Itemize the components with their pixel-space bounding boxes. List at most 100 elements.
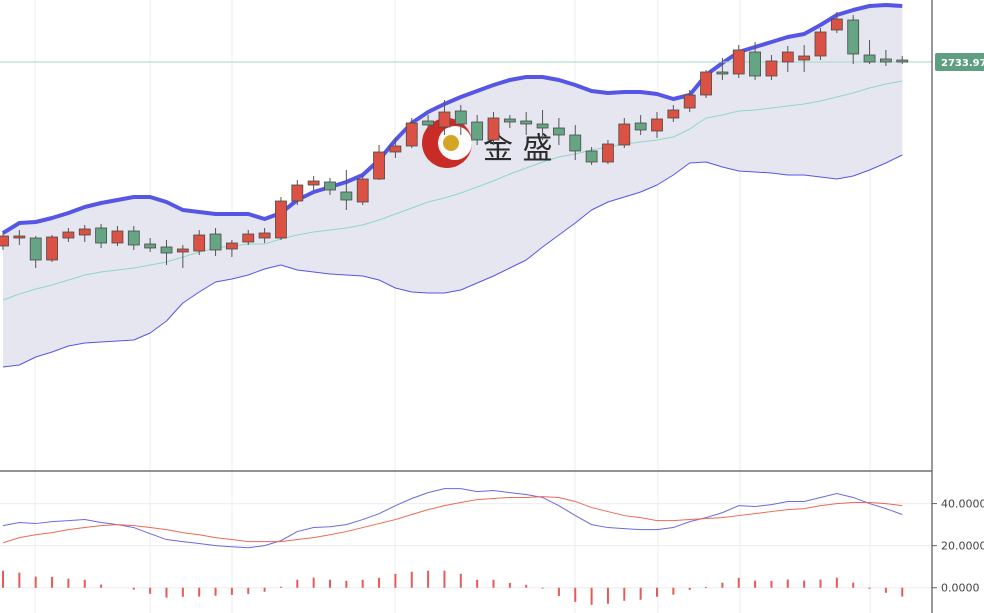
candle-body	[340, 191, 353, 201]
histogram-bar	[181, 587, 184, 597]
candle-body	[275, 200, 287, 239]
candle-body	[176, 248, 189, 253]
histogram-bar	[868, 587, 871, 589]
band-lower	[2, 154, 903, 368]
price-label: 2733.970	[941, 58, 984, 69]
candle-body	[634, 122, 647, 131]
histogram-bar	[737, 577, 740, 588]
candle-body	[78, 228, 91, 236]
candle-body	[896, 59, 909, 63]
histogram-bar	[394, 573, 397, 588]
candle-body	[258, 232, 271, 239]
band-upper	[1, 3, 903, 235]
watermark: 金 盛	[422, 118, 553, 168]
candle-body	[405, 122, 418, 147]
candle-body	[781, 51, 794, 63]
histogram-bar	[852, 582, 855, 588]
histogram-bar	[132, 587, 135, 590]
candle-body	[880, 58, 892, 63]
price-label-bg	[935, 53, 984, 72]
candle-body	[553, 127, 565, 136]
histogram-bar	[100, 584, 103, 588]
candle-body	[193, 234, 206, 252]
histogram-bar	[786, 579, 789, 588]
candle-body	[324, 181, 336, 191]
candle-body	[732, 49, 745, 75]
histogram-bar	[230, 587, 233, 595]
histogram-bar	[296, 579, 299, 588]
candle-body	[863, 54, 876, 63]
histogram-bar	[606, 587, 609, 604]
histogram-bar	[410, 571, 413, 588]
y-tick-label: 40.0000	[941, 498, 984, 511]
candle-body	[127, 230, 140, 246]
watermark-logo	[443, 135, 459, 151]
histogram-bar	[51, 576, 54, 588]
histogram-bar	[574, 587, 577, 602]
histogram-bar	[901, 587, 904, 597]
histogram-bar	[427, 570, 430, 588]
candle-body	[46, 236, 58, 261]
candle-body	[830, 18, 843, 31]
histogram-bar	[770, 580, 773, 588]
histogram-bar	[459, 573, 462, 588]
histogram-bar	[198, 587, 201, 597]
histogram-bar	[688, 587, 691, 590]
histogram-bar	[312, 577, 315, 588]
candle-body	[438, 111, 451, 128]
histogram-bar	[656, 587, 658, 597]
histogram-bar	[557, 587, 560, 596]
histogram-bar	[754, 580, 757, 588]
candle-body	[503, 118, 516, 123]
candle-body	[749, 51, 761, 77]
histogram-bar	[672, 587, 675, 595]
histogram-bar	[803, 580, 806, 588]
candle-body	[683, 94, 696, 109]
histogram-bar	[819, 579, 822, 588]
histogram-bar	[476, 579, 479, 588]
histogram-bar	[83, 579, 86, 588]
histogram-bar	[67, 578, 70, 588]
candle-body	[847, 19, 860, 55]
candle-body	[209, 233, 222, 251]
histogram-bar	[884, 587, 887, 593]
histogram-bar	[525, 584, 528, 588]
indicator-line	[2, 488, 903, 549]
histogram-bar	[705, 586, 708, 588]
y-tick-label: 0.0000	[941, 582, 980, 595]
histogram-bar	[2, 570, 4, 588]
band-middle	[2, 80, 903, 301]
candle-body	[373, 151, 385, 180]
candle-body	[700, 71, 712, 96]
histogram-bar	[378, 577, 381, 588]
candle-body	[536, 123, 549, 129]
candle-body	[520, 120, 533, 125]
histogram-bar	[263, 587, 266, 592]
candle-body	[144, 243, 157, 249]
histogram-bar	[721, 582, 724, 588]
candle-body	[618, 123, 631, 146]
candle-body	[13, 235, 26, 239]
histogram-bar	[541, 587, 544, 589]
candle-body	[716, 71, 729, 75]
histogram-bar	[214, 587, 217, 596]
candle-body	[814, 31, 827, 57]
candle-body	[307, 180, 320, 186]
histogram-bar	[361, 579, 364, 588]
histogram-bar	[149, 587, 152, 594]
histogram-bar	[34, 576, 37, 588]
histogram-bar	[508, 582, 511, 588]
candle-body	[160, 246, 173, 254]
histogram-bar	[590, 587, 593, 605]
candle-body	[95, 227, 107, 244]
histogram-bar	[345, 580, 348, 588]
histogram-bar	[18, 572, 21, 588]
y-tick-label: 20.0000	[941, 540, 984, 553]
candle-body	[422, 120, 435, 126]
candle-body	[111, 230, 124, 244]
candle-body	[798, 55, 811, 61]
candle-body	[242, 233, 255, 243]
candle-body	[487, 117, 500, 141]
band-fill	[3, 5, 903, 367]
indicator-line	[2, 496, 903, 544]
